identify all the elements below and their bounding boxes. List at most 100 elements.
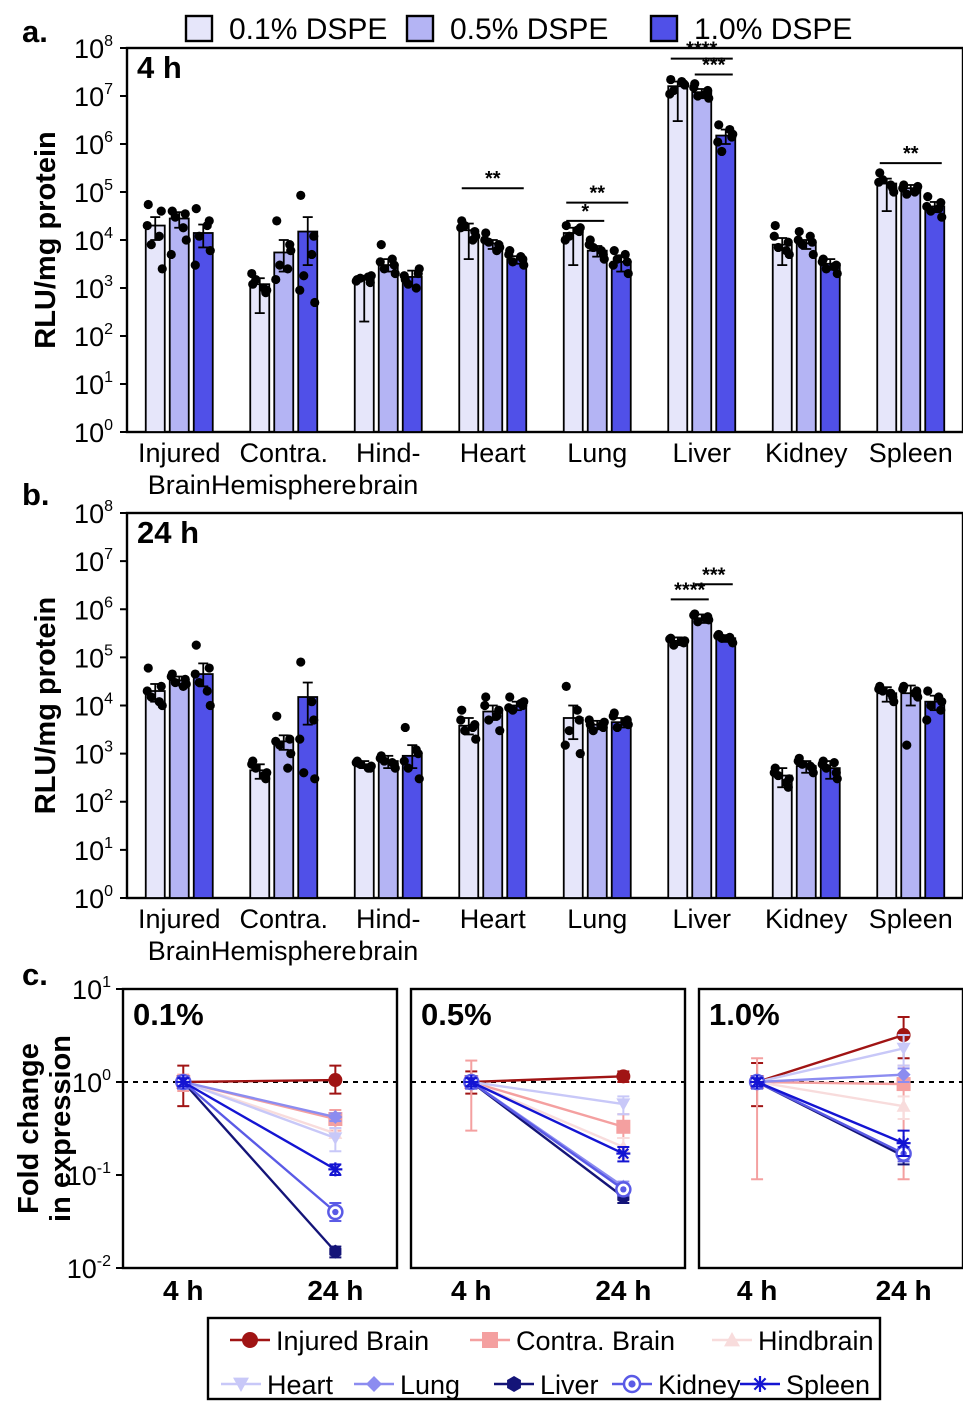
category-label: Lung — [567, 438, 627, 468]
data-point — [296, 190, 306, 200]
data-point — [832, 774, 842, 784]
bar — [458, 724, 480, 899]
data-point — [817, 759, 827, 769]
legend-item-4: Heart — [221, 1370, 334, 1400]
y-tick-label: 105 — [74, 177, 113, 208]
bar — [377, 264, 399, 433]
y-tick-label: 107 — [74, 546, 113, 577]
significance-label: **** — [674, 579, 705, 601]
bar — [458, 229, 480, 433]
legend-label: Kidney — [658, 1370, 741, 1400]
data-point — [154, 697, 164, 707]
data-point — [481, 228, 491, 238]
data-point — [689, 610, 699, 620]
bar — [795, 242, 817, 433]
data-marker — [327, 1203, 344, 1221]
legend-item-6: Liver — [494, 1370, 599, 1400]
data-point — [769, 768, 779, 778]
legend-item-1: Injured Brain — [230, 1326, 429, 1356]
bar — [900, 692, 922, 899]
bar — [586, 723, 608, 899]
data-marker — [464, 1075, 479, 1089]
data-marker — [896, 1067, 911, 1082]
data-point — [516, 698, 526, 709]
data-point — [874, 177, 884, 187]
data-point — [143, 199, 153, 210]
bar — [482, 242, 504, 433]
data-point — [142, 220, 152, 231]
data-point — [701, 89, 711, 99]
legend-label: Spleen — [786, 1370, 870, 1400]
data-point — [574, 715, 584, 725]
data-point — [561, 681, 571, 691]
legend-box — [206, 1316, 882, 1401]
data-point — [310, 774, 320, 784]
bar — [168, 679, 190, 899]
data-point — [387, 254, 397, 264]
data-point — [156, 681, 166, 691]
data-point — [375, 257, 385, 267]
data-marker — [176, 1075, 191, 1089]
data-marker — [750, 1075, 765, 1089]
data-point — [934, 692, 944, 702]
data-point — [910, 187, 920, 197]
bar — [586, 249, 608, 433]
data-point — [937, 212, 947, 222]
data-point — [609, 246, 619, 256]
x-tick-label: 24 h — [876, 1275, 932, 1306]
data-point — [403, 763, 413, 773]
data-point — [191, 640, 201, 650]
data-point — [886, 180, 896, 190]
data-point — [484, 715, 494, 725]
data-point — [399, 271, 409, 281]
data-point — [596, 721, 606, 731]
data-point — [725, 632, 735, 643]
significance-label: *** — [702, 55, 726, 77]
data-point — [286, 749, 296, 759]
data-point — [874, 684, 884, 694]
data-marker — [616, 1098, 631, 1112]
legend-marker — [366, 1376, 382, 1392]
y-tick-label: 103 — [74, 273, 113, 304]
category-label-line2: Hemisphere — [211, 936, 357, 966]
data-point — [190, 260, 200, 270]
legend-marker — [622, 1374, 642, 1394]
bar — [610, 260, 632, 433]
marker-core — [620, 1186, 627, 1193]
category-label-line2: Brain — [148, 470, 211, 500]
legend-swatch-1 — [184, 14, 214, 43]
data-point — [283, 264, 293, 274]
data-marker — [328, 1110, 343, 1125]
data-point — [902, 740, 912, 750]
category-label: Lung — [567, 904, 627, 934]
data-marker — [896, 1077, 911, 1092]
data-point — [725, 124, 735, 135]
category-label: Hind- — [356, 438, 421, 468]
data-point — [623, 268, 633, 279]
data-marker — [328, 1132, 343, 1145]
data-marker — [616, 1146, 631, 1161]
data-point — [310, 297, 320, 308]
series-line — [756, 1033, 904, 1084]
category-label: Injured — [138, 904, 221, 934]
data-point — [351, 276, 361, 286]
data-point — [504, 703, 514, 713]
subplot-label: 0.1% — [133, 997, 204, 1032]
data-point — [519, 260, 529, 270]
series-line — [470, 1081, 625, 1191]
data-point — [508, 257, 518, 267]
bar — [691, 91, 713, 433]
category-label: Liver — [672, 904, 731, 934]
x-tick-label: 4 h — [163, 1275, 203, 1306]
data-point — [677, 637, 687, 647]
data-point — [180, 209, 190, 219]
data-point — [898, 684, 908, 694]
y-tick-label: 100 — [74, 883, 113, 914]
legend-label: Liver — [540, 1370, 599, 1400]
series-line — [183, 1080, 336, 1119]
data-point — [468, 235, 478, 245]
bar — [144, 690, 166, 899]
data-point — [363, 763, 373, 773]
bar — [401, 276, 423, 433]
data-point — [481, 692, 491, 702]
